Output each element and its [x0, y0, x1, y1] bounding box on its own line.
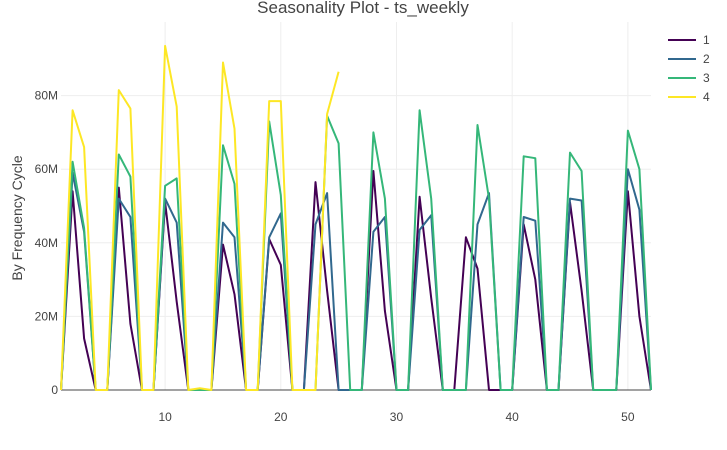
legend-item-4[interactable]: 4 [668, 90, 710, 104]
legend-label: 1 [703, 33, 710, 47]
x-tick-label: 10 [158, 410, 172, 424]
y-tick-label: 40M [35, 236, 58, 250]
chart-title: Seasonality Plot - ts_weekly [257, 0, 469, 17]
series-line-1[interactable] [60, 170, 652, 391]
series-line-2[interactable] [60, 168, 652, 391]
x-tick-label: 30 [390, 410, 404, 424]
y-tick-label: 20M [35, 309, 58, 323]
series-lines [60, 44, 652, 391]
legend-label: 2 [703, 52, 710, 66]
legend-item-3[interactable]: 3 [668, 71, 710, 85]
y-tick-label: 0 [51, 383, 58, 397]
series-line-3[interactable] [60, 109, 652, 391]
series-line-4[interactable] [60, 44, 340, 391]
y-tick-label: 60M [35, 162, 58, 176]
axis-ticks: 10 20 30 40 50 0 20M 40M 60M 80M [35, 89, 635, 424]
x-tick-label: 50 [621, 410, 635, 424]
x-tick-label: 40 [505, 410, 519, 424]
legend[interactable]: 1 2 3 4 [668, 33, 710, 104]
x-tick-label: 20 [274, 410, 288, 424]
legend-item-1[interactable]: 1 [668, 33, 710, 47]
legend-item-2[interactable]: 2 [668, 52, 710, 66]
legend-label: 3 [703, 71, 710, 85]
y-axis-title: By Frequency Cycle [9, 155, 25, 280]
y-tick-label: 80M [35, 89, 58, 103]
legend-label: 4 [703, 90, 710, 104]
